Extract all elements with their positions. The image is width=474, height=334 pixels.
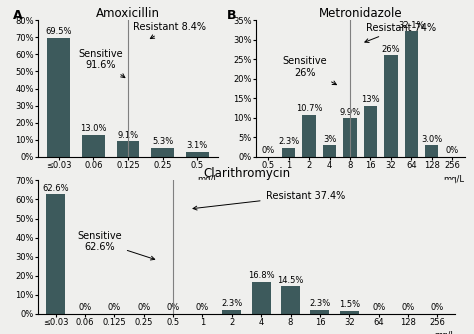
- Text: 13%: 13%: [361, 96, 380, 105]
- Title: Metronidazole: Metronidazole: [319, 7, 402, 20]
- Bar: [186, 152, 209, 157]
- Text: mg/L: mg/L: [444, 175, 465, 184]
- Bar: [405, 31, 418, 157]
- Bar: [281, 286, 300, 314]
- Text: 0%: 0%: [431, 303, 444, 312]
- Text: 16.8%: 16.8%: [248, 271, 274, 280]
- Text: Resistant 8.4%: Resistant 8.4%: [133, 22, 206, 38]
- Bar: [310, 310, 329, 314]
- Text: 0%: 0%: [196, 303, 209, 312]
- Text: 13.0%: 13.0%: [80, 124, 107, 133]
- Text: 3.0%: 3.0%: [421, 135, 442, 144]
- Text: mg/L: mg/L: [434, 331, 455, 334]
- Bar: [47, 38, 70, 157]
- Text: 2.3%: 2.3%: [278, 137, 299, 146]
- Text: A: A: [13, 9, 22, 22]
- Text: 62.6%: 62.6%: [42, 184, 69, 193]
- Text: 0%: 0%: [446, 146, 459, 155]
- Bar: [252, 282, 271, 314]
- Title: Amoxicillin: Amoxicillin: [96, 7, 160, 20]
- Text: mg/L: mg/L: [197, 175, 218, 184]
- Text: B: B: [227, 9, 236, 22]
- Text: 3%: 3%: [323, 135, 336, 144]
- Text: 9.9%: 9.9%: [339, 108, 361, 117]
- Text: 26%: 26%: [382, 45, 400, 54]
- Text: 1.5%: 1.5%: [339, 301, 360, 310]
- Bar: [343, 118, 356, 157]
- Text: 2.3%: 2.3%: [310, 299, 330, 308]
- Bar: [364, 106, 377, 157]
- Text: 9.1%: 9.1%: [118, 131, 138, 140]
- Bar: [282, 148, 295, 157]
- Text: Sensitive
62.6%: Sensitive 62.6%: [77, 231, 155, 260]
- Text: 69.5%: 69.5%: [46, 27, 72, 36]
- Text: 3.1%: 3.1%: [187, 141, 208, 150]
- Bar: [384, 55, 398, 157]
- Text: Resistant 74%: Resistant 74%: [365, 23, 436, 42]
- Text: 0%: 0%: [262, 146, 275, 155]
- Text: 14.5%: 14.5%: [277, 276, 304, 285]
- Bar: [46, 194, 65, 314]
- Text: 0%: 0%: [372, 303, 385, 312]
- Text: 2.3%: 2.3%: [221, 299, 242, 308]
- Text: Sensitive
91.6%: Sensitive 91.6%: [78, 49, 125, 77]
- Bar: [222, 310, 241, 314]
- Bar: [82, 135, 105, 157]
- Text: 0%: 0%: [166, 303, 180, 312]
- Bar: [323, 145, 336, 157]
- Text: 0%: 0%: [78, 303, 91, 312]
- Bar: [151, 148, 174, 157]
- Text: 0%: 0%: [108, 303, 121, 312]
- Text: Resistant 37.4%: Resistant 37.4%: [193, 191, 345, 210]
- Text: 32.1%: 32.1%: [398, 21, 425, 30]
- Bar: [117, 141, 139, 157]
- Text: Sensitive
26%: Sensitive 26%: [283, 56, 337, 85]
- Bar: [425, 145, 438, 157]
- Text: 0%: 0%: [401, 303, 415, 312]
- Bar: [302, 115, 316, 157]
- Title: Clarithromycin: Clarithromycin: [203, 167, 290, 180]
- Text: 5.3%: 5.3%: [152, 137, 173, 146]
- Text: 10.7%: 10.7%: [296, 105, 322, 114]
- Text: 0%: 0%: [137, 303, 150, 312]
- Bar: [340, 311, 359, 314]
